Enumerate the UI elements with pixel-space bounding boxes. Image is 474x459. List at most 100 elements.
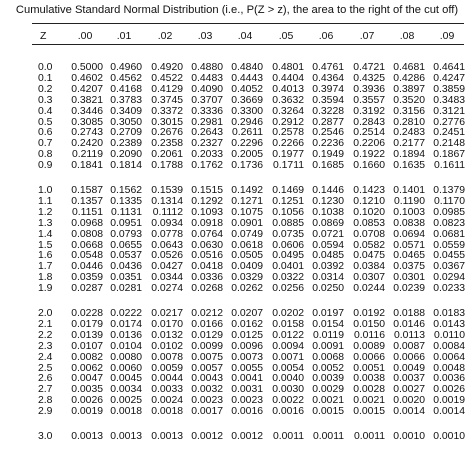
probability-cell: 0.4129: [151, 83, 183, 95]
page-title: Cumulative Standard Normal Distribution …: [15, 4, 459, 16]
probability-cell: 0.0036: [433, 373, 465, 385]
z-value: 0.5: [38, 116, 53, 128]
probability-cell: 0.0087: [393, 340, 425, 352]
probability-cell: 0.3483: [433, 94, 465, 106]
probability-cell: 0.3632: [272, 94, 304, 106]
probability-cell: 0.0793: [110, 228, 142, 240]
probability-cell: 0.2451: [433, 127, 465, 139]
probability-cell: 0.1357: [71, 195, 103, 207]
probability-cell: 0.2206: [353, 138, 385, 150]
probability-cell: 0.0222: [110, 308, 142, 319]
probability-cell: 0.4404: [272, 72, 304, 84]
probability-cell: 0.0951: [110, 217, 142, 229]
table-row: 1.2 0.1151 0.1131 0.1112 0.1093 0.1075 0.1056 0…: [0, 207, 474, 219]
z-value: 0.0: [38, 62, 53, 73]
z-value: 2.9: [38, 406, 53, 418]
table-row: 0.5 0.3085 0.3050 0.3015 0.2981 0.2946 0.2912 0…: [0, 117, 474, 129]
probability-cell: 0.1685: [312, 160, 344, 172]
probability-cell: 0.1867: [433, 149, 465, 161]
probability-cell: 0.0329: [231, 272, 263, 284]
probability-cell: 0.1131: [110, 206, 142, 218]
probability-cell: 0.2033: [191, 149, 223, 161]
table-row: 3.0 0.0013 0.0013 0.0013 0.0012 0.0012 0.0011 0…: [0, 431, 474, 443]
probability-cell: 0.1251: [272, 195, 304, 207]
probability-cell: 0.0985: [433, 206, 465, 218]
probability-cell: 0.4801: [272, 62, 304, 73]
probability-cell: 0.0268: [191, 283, 223, 295]
probability-cell: 0.0091: [312, 340, 344, 352]
probability-cell: 0.2061: [151, 149, 183, 161]
probability-cell: 0.4247: [433, 72, 465, 84]
probability-cell: 0.0022: [272, 395, 304, 407]
table-row: 0.2 0.4207 0.4168 0.4129 0.4090 0.4052 0.4013 0…: [0, 84, 474, 96]
probability-cell: 0.0116: [353, 329, 385, 341]
z-value: 2.7: [38, 384, 53, 396]
probability-cell: 0.0136: [110, 329, 142, 341]
probability-cell: 0.0749: [231, 228, 263, 240]
probability-cell: 0.2810: [393, 116, 425, 128]
probability-cell: 0.0019: [71, 406, 103, 418]
probability-cell: 0.0018: [151, 406, 183, 418]
probability-cell: 0.2546: [312, 127, 344, 139]
probability-cell: 0.0043: [191, 373, 223, 385]
probability-cell: 0.0049: [393, 362, 425, 374]
probability-cell: 0.1635: [393, 160, 425, 172]
table-row: 2.9 0.0019 0.0018 0.0018 0.0017 0.0016 0.0016 0…: [0, 406, 474, 418]
probability-cell: 0.0643: [151, 239, 183, 251]
probability-cell: 0.0066: [353, 351, 385, 363]
column-header-02: .02: [157, 30, 173, 42]
probability-cell: 0.0853: [353, 217, 385, 229]
table-row: 1.8 0.0359 0.0351 0.0344 0.0336 0.0329 0.0322 0…: [0, 272, 474, 284]
probability-cell: 0.0183: [433, 308, 465, 319]
probability-cell: 0.0401: [272, 261, 304, 273]
probability-cell: 0.1151: [71, 206, 103, 218]
probability-cell: 0.0301: [393, 272, 425, 284]
probability-cell: 0.2611: [231, 127, 263, 139]
probability-cell: 0.0064: [433, 351, 465, 363]
probability-cell: 0.1539: [151, 185, 183, 196]
probability-cell: 0.0010: [393, 431, 425, 442]
probability-cell: 0.0287: [71, 283, 103, 295]
table-row: 2.3 0.0107 0.0104 0.0102 0.0099 0.0096 0.0094 0…: [0, 341, 474, 353]
probability-cell: 0.0071: [272, 351, 304, 363]
probability-cell: 0.0359: [71, 272, 103, 284]
column-header-01: .01: [116, 30, 132, 42]
probability-cell: 0.1469: [272, 185, 304, 196]
probability-cell: 0.1515: [191, 185, 223, 196]
table-row: 1.4 0.0808 0.0793 0.0778 0.0764 0.0749 0.0735 0…: [0, 229, 474, 241]
probability-cell: 0.0262: [231, 283, 263, 295]
probability-cell: 0.0051: [353, 362, 385, 374]
probability-cell: 0.0038: [353, 373, 385, 385]
probability-cell: 0.0212: [191, 308, 223, 319]
probability-cell: 0.2090: [110, 149, 142, 161]
probability-cell: 0.0188: [393, 308, 425, 319]
probability-cell: 0.0885: [272, 217, 304, 229]
probability-cell: 0.2296: [231, 138, 263, 150]
probability-cell: 0.2709: [110, 127, 142, 139]
probability-cell: 0.0630: [191, 239, 223, 251]
z-value: 0.6: [38, 127, 53, 139]
probability-cell: 0.0250: [312, 283, 344, 295]
probability-cell: 0.3821: [71, 94, 103, 106]
probability-cell: 0.0099: [191, 340, 223, 352]
probability-cell: 0.1401: [393, 185, 425, 196]
probability-cell: 0.2843: [353, 116, 385, 128]
probability-cell: 0.2483: [393, 127, 425, 139]
probability-cell: 0.1093: [191, 206, 223, 218]
probability-cell: 0.0059: [151, 362, 183, 374]
probability-cell: 0.0735: [272, 228, 304, 240]
probability-cell: 0.0096: [231, 340, 263, 352]
probability-cell: 0.0427: [151, 261, 183, 273]
top-rule: [32, 23, 464, 24]
table-row: 1.9 0.0287 0.0281 0.0274 0.0268 0.0262 0.0256 0…: [0, 283, 474, 295]
probability-cell: 0.3372: [151, 105, 183, 117]
probability-cell: 0.1271: [231, 195, 263, 207]
probability-cell: 0.0571: [393, 239, 425, 251]
probability-cell: 0.0014: [393, 406, 425, 418]
probability-cell: 0.1814: [110, 160, 142, 172]
probability-cell: 0.1841: [71, 160, 103, 172]
probability-cell: 0.0011: [272, 431, 304, 442]
probability-cell: 0.2676: [151, 127, 183, 139]
table-row: 0.9 0.1841 0.1814 0.1788 0.1762 0.1736 0.1711 0…: [0, 160, 474, 172]
probability-cell: 0.3264: [272, 105, 304, 117]
